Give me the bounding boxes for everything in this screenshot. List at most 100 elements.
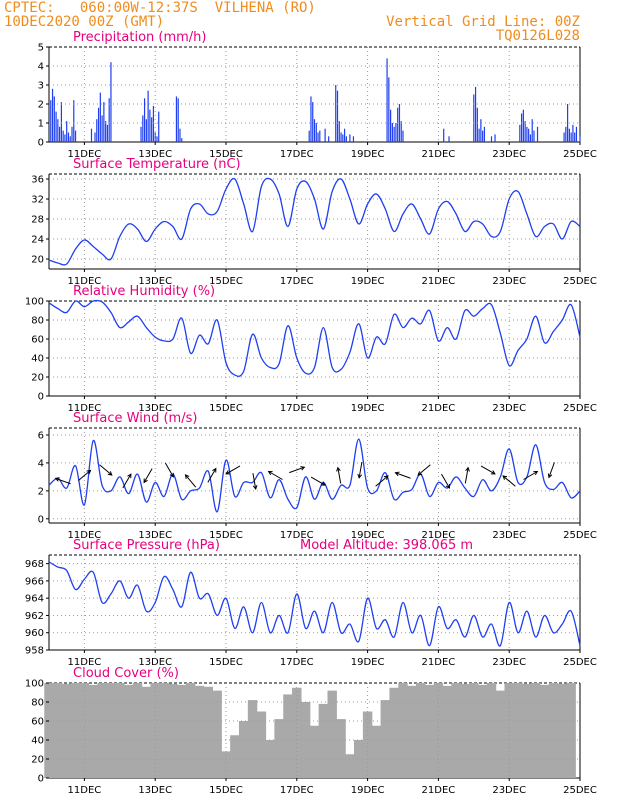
- panel-6-ytick-label: 100: [25, 679, 44, 690]
- panel-3-xtick-label: 11DEC: [68, 403, 102, 414]
- panel-1-bar: [473, 94, 475, 142]
- panel-6-bar: [203, 686, 214, 778]
- panel-2-ytick-label: 28: [31, 215, 44, 226]
- panel-6-bar: [415, 683, 426, 778]
- panel-1-bar: [319, 130, 321, 142]
- panel-1-bar: [524, 121, 526, 142]
- wind-arrow: [99, 464, 113, 476]
- panel-1-bar: [567, 104, 569, 142]
- panel-5-xtick-label: 13DEC: [138, 657, 172, 668]
- panel-1-bar: [536, 126, 539, 142]
- panel-6-xtick-label: 15DEC: [209, 785, 243, 796]
- wind-arrow-shaft: [358, 461, 363, 478]
- panel-6-bar: [424, 684, 435, 778]
- panel-1-bar: [522, 109, 524, 142]
- panel-1-bar: [51, 88, 54, 142]
- panel-1-bar: [526, 126, 528, 142]
- panel-6-xtick-label: 17DEC: [280, 785, 314, 796]
- panel-1-bar: [106, 124, 109, 142]
- panel-1-bar: [59, 126, 61, 142]
- panel-1-bar: [90, 128, 93, 142]
- panel-1-ytick-label: 4: [38, 62, 44, 73]
- panel-6-xtick-label: 13DEC: [138, 785, 172, 796]
- panel-1-bar: [147, 90, 149, 142]
- panel-6-bar: [230, 735, 240, 778]
- panel-1-bar: [572, 124, 574, 142]
- wind-arrow-head: [336, 466, 341, 472]
- wind-arrow-head: [252, 485, 258, 490]
- panel-5-xtick-label: 25DEC: [563, 657, 597, 668]
- panel-4-series-line: [48, 438, 581, 513]
- panel-1-bar: [143, 98, 146, 142]
- panel-2-ytick-label: 20: [31, 255, 44, 266]
- panel-6-bar: [221, 751, 231, 778]
- panel-3-ytick-label: 60: [31, 335, 44, 346]
- panel-6-bar: [522, 683, 532, 778]
- panel-1-bar: [317, 132, 319, 142]
- panel-1-xtick-label: 21DEC: [422, 149, 456, 160]
- wind-arrow-shaft: [143, 468, 153, 483]
- panel-4-xtick-label: 17DEC: [280, 530, 314, 541]
- panel-6-bar: [256, 711, 267, 778]
- wind-arrow: [207, 467, 217, 483]
- wind-arrow: [394, 471, 411, 479]
- panel-6-bar: [371, 725, 382, 778]
- panel-6-ytick-label: 80: [31, 698, 44, 709]
- panel-6-xtick-label: 23DEC: [492, 785, 526, 796]
- wind-arrow: [523, 470, 539, 480]
- panel-6-bar: [123, 684, 134, 778]
- panel-6-bar: [336, 719, 346, 778]
- panel-1-bar: [474, 86, 477, 142]
- panel-6-bar: [477, 684, 488, 778]
- wind-arrow-head: [169, 472, 174, 478]
- panel-1-bar: [349, 134, 351, 142]
- panel-1-bar: [398, 104, 401, 142]
- wind-arrow: [417, 464, 431, 476]
- wind-arrow-head: [547, 473, 553, 479]
- wind-arrow-head: [445, 484, 451, 489]
- panel-1-bar: [528, 128, 530, 142]
- panel-1-bar: [490, 136, 493, 142]
- panel-6-bar: [283, 694, 293, 778]
- panel-5-ytick-label: 964: [25, 594, 44, 605]
- panel-6-bar: [97, 683, 107, 778]
- panel-3-series-line: [48, 299, 581, 377]
- panel-2-xtick-label: 21DEC: [422, 276, 456, 287]
- panel-1-bar: [336, 90, 339, 142]
- panel-5-ytick-label: 968: [25, 559, 44, 570]
- panel-1-bar: [60, 102, 62, 142]
- panel-1-ytick-label: 2: [38, 100, 44, 111]
- panel-6-xtick-label: 25DEC: [563, 785, 597, 796]
- panel-6-bar: [566, 683, 576, 778]
- panel-1-bar: [142, 115, 144, 142]
- panel-1-xtick-label: 11DEC: [68, 149, 102, 160]
- panel-1-bar: [531, 119, 533, 142]
- wind-arrow-head: [267, 470, 273, 476]
- wind-arrow-head: [184, 474, 190, 479]
- panel-1-bar: [94, 132, 96, 142]
- panel-5-xtick-label: 19DEC: [351, 657, 385, 668]
- panel-1-bar: [342, 134, 344, 142]
- panel-1-bar: [177, 98, 179, 142]
- panel-5-ytick-label: 962: [25, 611, 44, 622]
- panel-4-xtick-label: 19DEC: [351, 530, 385, 541]
- wind-arrow-head: [127, 473, 132, 479]
- panel-5-series-line: [48, 561, 581, 647]
- panel-1-bar: [152, 105, 155, 142]
- panel-1-bar: [55, 111, 57, 142]
- panel-6-bar: [495, 690, 506, 778]
- wind-arrow-head: [107, 471, 113, 476]
- panel-1-bar: [402, 130, 404, 142]
- panel-1-bar: [108, 98, 110, 142]
- wind-arrow-head: [212, 467, 217, 473]
- panel-6-bar: [433, 683, 444, 778]
- panel-1-bar: [175, 96, 178, 142]
- panel-4-ytick-label: 4: [38, 458, 44, 469]
- panel-6-bar: [185, 683, 196, 778]
- wind-arrow-shaft: [164, 462, 174, 478]
- panel-5-ytick-label: 966: [25, 576, 44, 587]
- panel-6-bar: [61, 683, 72, 778]
- panel-1-bar: [563, 132, 565, 142]
- panel-1-bar: [340, 132, 342, 142]
- panel-5-xtick-label: 11DEC: [68, 657, 102, 668]
